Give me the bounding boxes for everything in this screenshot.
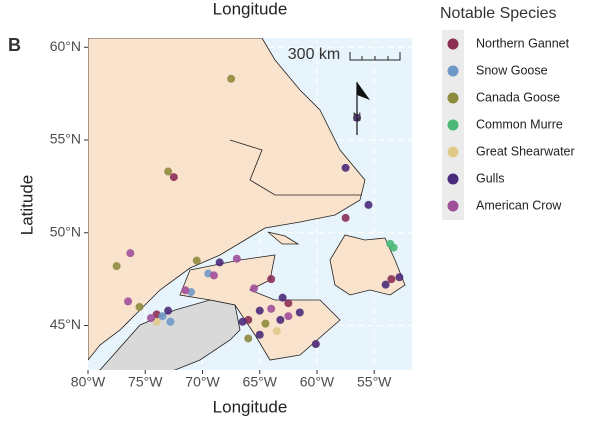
legend: Northern Gannet Snow Goose Canada Goose Com… xyxy=(447,36,575,212)
point xyxy=(295,308,304,317)
scale-bar xyxy=(349,52,401,61)
x-axis-title: Longitude xyxy=(213,397,288,416)
y-tick-label: 50°N xyxy=(50,223,81,239)
legend-label: Gulls xyxy=(476,171,504,185)
legend-marker xyxy=(447,146,459,158)
point xyxy=(261,319,270,328)
axes: 80°W 75°W 70°W 65°W 60°W 55°W 45°N 50°N 55°N 60°N xyxy=(50,38,392,390)
point xyxy=(135,302,144,311)
point xyxy=(276,315,285,324)
united-states xyxy=(97,299,241,370)
point xyxy=(181,286,190,295)
point xyxy=(341,163,350,172)
legend-marker xyxy=(447,38,459,50)
x-tick-label: 55°W xyxy=(357,374,392,390)
point xyxy=(255,330,264,339)
legend-label: Common Murre xyxy=(476,117,563,131)
point xyxy=(267,304,276,313)
point xyxy=(395,273,404,282)
legend-title: Notable Species xyxy=(440,5,557,22)
point xyxy=(152,317,161,326)
x-tick-label: 80°W xyxy=(71,374,106,390)
point xyxy=(381,280,390,289)
x-tick-label: 75°W xyxy=(128,374,163,390)
x-tick-label: 60°W xyxy=(300,374,335,390)
legend-marker xyxy=(447,92,459,104)
border xyxy=(229,139,362,196)
point xyxy=(124,297,133,306)
y-axis-title: Latitude xyxy=(17,175,36,236)
point xyxy=(387,275,396,284)
point xyxy=(284,299,293,308)
x-tick-label: 65°W xyxy=(243,374,278,390)
point xyxy=(169,173,178,182)
points xyxy=(112,74,404,349)
point xyxy=(386,239,395,248)
point xyxy=(278,293,287,302)
chart-title: Longitude xyxy=(213,0,288,18)
point xyxy=(215,258,224,267)
north-arrow xyxy=(357,82,370,100)
point xyxy=(227,74,236,83)
y-tick-label: 45°N xyxy=(50,316,81,332)
point xyxy=(166,317,175,326)
point xyxy=(238,317,247,326)
point xyxy=(232,254,241,263)
point xyxy=(146,314,155,323)
newfoundland xyxy=(329,234,406,296)
point xyxy=(192,256,201,265)
quebec-labrador xyxy=(88,38,366,361)
legend-marker xyxy=(447,65,459,77)
anticosti xyxy=(267,231,300,245)
point xyxy=(126,249,135,258)
legend-label: Northern Gannet xyxy=(476,36,570,50)
point xyxy=(272,327,281,336)
point xyxy=(255,306,264,315)
y-tick-label: 55°N xyxy=(50,131,81,147)
point xyxy=(244,334,253,343)
point xyxy=(112,262,121,271)
panel-label: B xyxy=(8,35,21,55)
legend-marker xyxy=(447,200,459,212)
y-tick-label: 60°N xyxy=(50,38,81,54)
scale-label: 300 km xyxy=(288,46,340,63)
point xyxy=(250,284,259,293)
legend-marker xyxy=(447,119,459,131)
point xyxy=(267,275,276,284)
point xyxy=(341,213,350,222)
scale-ticks xyxy=(349,52,401,61)
point xyxy=(164,306,173,315)
legend-label: Canada Goose xyxy=(476,90,560,104)
x-tick-label: 70°W xyxy=(185,374,220,390)
north-label: N xyxy=(353,110,362,124)
point xyxy=(164,167,173,176)
point xyxy=(209,271,218,280)
point xyxy=(284,312,293,321)
point xyxy=(158,312,167,321)
legend-label: Great Shearwater xyxy=(476,144,575,158)
point xyxy=(364,200,373,209)
legend-label: Snow Goose xyxy=(476,63,548,77)
point xyxy=(311,340,320,349)
legend-marker xyxy=(447,173,459,185)
legend-label: American Crow xyxy=(476,198,562,212)
